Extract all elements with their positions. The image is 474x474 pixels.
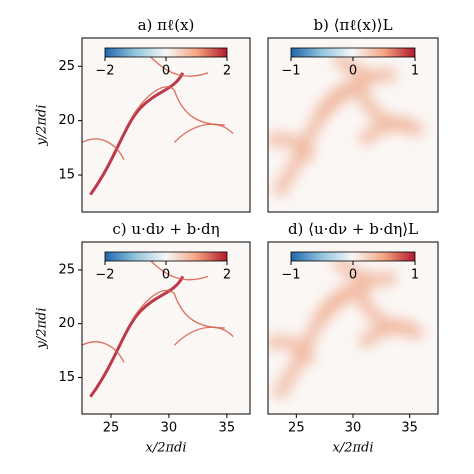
axes-frame: [81, 37, 251, 213]
y-tick-label: 15: [58, 168, 75, 183]
field-structure: [82, 138, 125, 161]
y-axis-label: y/2πdi: [35, 307, 50, 349]
colorbar-tick-label: 2: [223, 64, 231, 79]
x-tick-label: 35: [401, 421, 418, 436]
field-structure: [331, 254, 398, 287]
field-structures: [268, 254, 426, 401]
y-tick-label: 20: [58, 113, 75, 128]
field-structure: [268, 132, 317, 164]
y-tick-label: 15: [58, 370, 75, 385]
x-tick-label: 30: [345, 421, 362, 436]
field: [268, 242, 438, 414]
field-structure: [148, 258, 209, 281]
field-structure: [356, 320, 426, 351]
colorbar: [104, 251, 228, 262]
colorbar-tick-label: 1: [411, 64, 419, 79]
y-tick-label: 20: [58, 316, 75, 331]
colorbar-tick-label: −1: [281, 64, 300, 79]
field-structure: [330, 50, 398, 84]
colorbar-tick-label: 0: [162, 64, 170, 79]
colorbar-tick-label: 0: [349, 268, 357, 283]
colorbar: [104, 47, 228, 58]
field-structure: [356, 117, 427, 148]
colorbar: [290, 47, 416, 58]
field-structure: [268, 334, 317, 366]
axes-frame: [267, 37, 439, 213]
field: [268, 38, 438, 212]
colorbar-tick-label: 2: [223, 268, 231, 283]
colorbar-tick-label: −2: [95, 268, 114, 283]
panel-title: b) ⟨πℓ(x)⟩L: [313, 16, 392, 34]
x-tick-label: 35: [219, 421, 236, 436]
field-structure: [173, 326, 234, 346]
x-tick-label: 25: [103, 421, 120, 436]
colorbar-tick-label: 0: [349, 64, 357, 79]
y-axis-label: y/2πdi: [35, 104, 50, 146]
field-structure: [131, 86, 225, 126]
field-structure: [89, 275, 185, 398]
field-structure: [173, 123, 234, 143]
x-tick-label: 30: [161, 421, 178, 436]
panel-title: d) ⟨u·dν + b·dη⟩L: [288, 220, 418, 238]
colorbar-tick-label: −2: [95, 64, 114, 79]
field-structures: [82, 54, 234, 196]
field-structures: [268, 50, 427, 199]
field: [82, 38, 250, 212]
y-tick-label: 25: [58, 262, 75, 277]
panel-title: a) πℓ(x): [138, 16, 195, 34]
field-structure: [89, 72, 185, 196]
x-axis-label: x/2πdi: [145, 441, 186, 456]
x-tick-label: 25: [288, 421, 305, 436]
field-structure: [131, 289, 225, 329]
field-structure: [148, 54, 209, 77]
axes-frame: [81, 241, 251, 415]
panel-title: c) u·dν + b·dη: [112, 220, 219, 238]
colorbar-tick-label: −1: [281, 268, 300, 283]
x-axis-label: x/2πdi: [332, 441, 373, 456]
colorbar-tick-label: 1: [411, 268, 419, 283]
y-tick-label: 25: [58, 59, 75, 74]
field-structure: [82, 341, 125, 363]
field-structures: [82, 258, 234, 398]
colorbar: [290, 251, 416, 262]
field: [82, 242, 250, 414]
colorbar-tick-label: 0: [162, 268, 170, 283]
